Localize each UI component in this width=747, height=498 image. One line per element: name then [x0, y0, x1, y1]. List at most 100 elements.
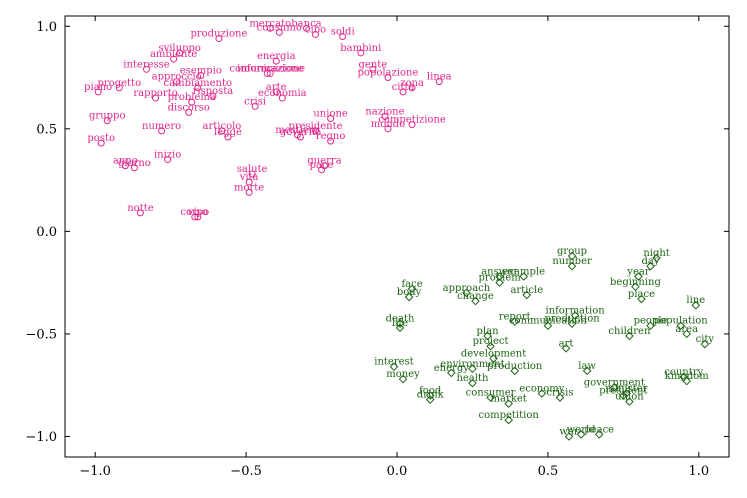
data-point-marker — [248, 170, 256, 178]
data-point-marker — [173, 78, 181, 86]
data-point-marker — [555, 393, 565, 402]
data-point-label: rapporto — [133, 88, 177, 99]
data-point-marker — [384, 74, 392, 82]
data-point-marker — [567, 319, 577, 328]
data-point-label: unione — [313, 109, 348, 120]
data-point-marker — [631, 282, 640, 292]
data-point-label: approccio — [152, 72, 202, 83]
data-point-label: night — [643, 248, 670, 259]
data-point-label: corpo — [180, 207, 209, 218]
data-point-marker — [94, 88, 102, 96]
data-point-label: salute — [237, 164, 268, 175]
data-point-label: body — [397, 287, 422, 298]
data-point-label: discorso — [168, 102, 210, 113]
data-point-label: economy — [519, 383, 564, 394]
data-point-marker — [676, 321, 686, 331]
data-point-marker — [399, 88, 407, 96]
data-point-marker — [266, 69, 274, 77]
data-point-label: cibo — [305, 24, 326, 35]
data-point-label: production — [544, 314, 600, 325]
data-point-marker — [495, 278, 504, 287]
data-point-label: drink — [417, 390, 445, 401]
data-point-marker — [266, 24, 274, 32]
data-point-marker — [176, 49, 184, 57]
data-point-label: comunicazione — [229, 63, 305, 74]
data-point-marker — [543, 321, 553, 331]
data-point-marker — [197, 71, 205, 79]
data-point-label: banca — [291, 18, 321, 29]
data-point-label: face — [401, 279, 422, 290]
data-point-marker — [519, 272, 529, 281]
data-point-marker — [272, 88, 280, 96]
data-point-label: numero — [142, 121, 181, 132]
data-point-marker — [646, 261, 655, 271]
data-point-label: group — [557, 246, 587, 257]
data-point-label: plan — [477, 326, 500, 337]
data-point-label: piano — [84, 82, 112, 93]
data-point-marker — [389, 362, 399, 372]
data-point-marker — [194, 213, 202, 221]
data-point-label: anno — [113, 156, 138, 167]
data-point-marker — [152, 94, 160, 102]
data-point-label: money — [386, 369, 420, 380]
data-point-label: health — [456, 373, 489, 384]
data-point-label: economia — [258, 88, 307, 99]
data-point-marker — [570, 311, 580, 320]
data-point-marker — [103, 117, 111, 125]
data-point-label: minister — [605, 383, 647, 394]
data-point-marker — [142, 65, 150, 73]
data-point-marker — [245, 188, 253, 196]
data-point-label: competizione — [378, 115, 446, 126]
data-point-marker — [327, 115, 335, 123]
data-point-label: number — [552, 256, 592, 267]
data-point-label: kingdom — [665, 371, 710, 382]
data-point-marker — [293, 131, 301, 139]
data-point-marker — [486, 393, 495, 402]
data-point-marker — [634, 272, 643, 281]
data-point-marker — [625, 397, 634, 406]
data-point-label: morte — [234, 182, 264, 193]
data-point-marker — [398, 374, 408, 384]
data-point-label: world — [567, 424, 597, 435]
data-point-label: presidente — [288, 121, 342, 132]
data-point-marker — [327, 137, 335, 145]
data-point-label: children — [608, 326, 651, 337]
data-point-marker — [610, 382, 619, 392]
data-point-marker — [567, 261, 577, 271]
data-point-label: regno — [316, 131, 346, 142]
data-point-marker — [369, 65, 377, 73]
data-point-label: communication — [509, 316, 587, 327]
data-point-marker — [576, 430, 586, 439]
data-point-label: crisis — [546, 388, 573, 399]
data-point-label: area — [675, 324, 698, 335]
data-point-marker — [468, 378, 477, 388]
data-point-marker — [408, 84, 416, 92]
data-point-label: production — [487, 361, 543, 372]
data-point-label: law — [578, 361, 596, 372]
data-point-label: approach — [443, 283, 491, 294]
data-point-label: interest — [374, 357, 413, 368]
data-point-marker — [302, 24, 310, 32]
data-point-label: legge — [214, 127, 242, 138]
data-point-label: market — [491, 394, 527, 405]
data-point-label: line — [686, 295, 705, 306]
data-point-marker — [682, 376, 692, 386]
data-point-label: cambiamento — [164, 78, 233, 89]
data-point-marker — [582, 366, 592, 376]
y-axis-ticks: 1.0 0.5 0.0 −0.5 −1.0 — [25, 20, 729, 445]
data-point-label: environment — [440, 359, 504, 370]
data-point-marker — [97, 139, 105, 147]
data-point-label: notte — [127, 203, 153, 214]
data-point-marker — [504, 399, 513, 408]
data-point-label: soldi — [331, 27, 355, 38]
data-point-label: inizio — [154, 150, 181, 161]
y-tick-label: −0.5 — [25, 327, 57, 342]
data-point-marker — [567, 251, 577, 261]
data-point-label: government — [584, 377, 645, 388]
data-point-marker — [682, 329, 692, 339]
data-point-marker — [486, 341, 495, 351]
data-point-label: consumer — [466, 388, 516, 399]
data-point-marker — [263, 69, 271, 77]
data-point-marker — [395, 319, 405, 328]
